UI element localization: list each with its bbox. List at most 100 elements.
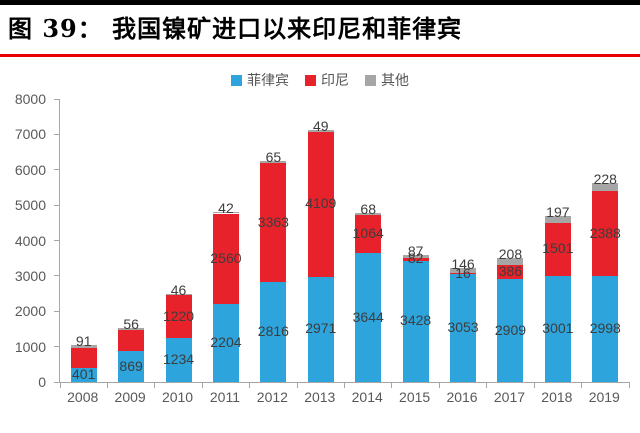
- bar-segment-other-2017: [497, 258, 524, 266]
- x-axis-tick: [154, 382, 156, 388]
- bar-label-philippines-2014: 3644: [352, 308, 384, 325]
- bar-label-philippines-2019: 2998: [589, 319, 621, 336]
- bar-label-philippines-2015: 3428: [400, 312, 432, 329]
- x-axis-label-2017: 2017: [493, 389, 526, 405]
- chart-legend: 菲律宾 印尼 其他: [0, 70, 640, 90]
- y-axis-tick-label: 0: [38, 374, 46, 390]
- y-axis-tick: [54, 169, 60, 171]
- x-axis-label-2012: 2012: [256, 389, 288, 405]
- bar-label-other-2014: 68: [360, 201, 376, 218]
- bar-label-philippines-2010: 1234: [162, 351, 195, 368]
- bar-segment-indonesia-2011: [212, 213, 239, 305]
- bar-label-philippines-2009: 869: [119, 357, 143, 374]
- bar-label-other-2015: 87: [407, 242, 424, 259]
- bar-label-indonesia-2010: 1220: [162, 307, 195, 324]
- bar-segment-indonesia-2013: [307, 131, 334, 277]
- bar-segment-philippines-2009: [118, 351, 145, 382]
- x-axis-label-2014: 2014: [351, 389, 383, 405]
- other-legend-swatch-icon: [365, 74, 376, 86]
- bar-segment-philippines-2015: [402, 260, 429, 382]
- x-axis-tick: [628, 382, 630, 388]
- y-axis-tick-label: 6000: [14, 161, 46, 178]
- bar-segment-indonesia-2010: [165, 295, 192, 339]
- x-axis-tick: [59, 382, 61, 388]
- bar-segment-indonesia-2017: [497, 265, 524, 280]
- philippines-legend-swatch-icon: [231, 74, 242, 86]
- bar-segment-other-2008: [70, 344, 97, 349]
- bar-segment-philippines-2012: [260, 282, 287, 382]
- bar-label-philippines-2012: 2816: [257, 323, 289, 340]
- figure-caption: 图 39： 我国镍矿进口以来印尼和菲律宾: [8, 14, 463, 43]
- x-axis-label-2016: 2016: [446, 389, 478, 405]
- bar-label-other-2009: 56: [123, 316, 139, 333]
- x-axis-tick: [391, 382, 393, 388]
- y-axis-tick: [54, 381, 60, 383]
- x-axis-tick: [201, 382, 203, 388]
- y-axis-tick: [54, 133, 60, 135]
- caption-top-rule: [0, 0, 640, 5]
- legend-item-philippines: 菲律宾: [231, 70, 289, 90]
- bar-segment-other-2013: [307, 129, 334, 132]
- bar-segment-philippines-2017: [497, 279, 524, 382]
- bar-segment-indonesia-2014: [355, 215, 382, 254]
- bar-label-other-2012: 65: [265, 149, 282, 166]
- bar-label-other-2017: 208: [498, 246, 523, 263]
- bar-label-philippines-2016: 3053: [447, 319, 479, 335]
- x-axis-label-2011: 2011: [209, 389, 240, 405]
- bar-segment-other-2019: [592, 183, 619, 192]
- caption-red-rule: [0, 54, 640, 57]
- bar-label-philippines-2018: 3001: [542, 319, 574, 336]
- bar-segment-other-2012: [260, 161, 287, 164]
- x-axis-tick: [486, 382, 488, 388]
- x-axis-label-2018: 2018: [541, 389, 573, 405]
- bar-label-philippines-2011: 2204: [210, 334, 242, 351]
- y-axis-tick-label: 8000: [14, 91, 46, 107]
- legend-label-philippines: 菲律宾: [247, 72, 289, 88]
- bar-label-philippines-2013: 2971: [305, 320, 337, 337]
- bar-segment-philippines-2018: [544, 275, 571, 382]
- bar-segment-indonesia-2008: [70, 348, 97, 368]
- bar-label-other-2010: 46: [170, 281, 187, 298]
- bar-label-indonesia-2016: 16: [455, 264, 471, 281]
- x-axis-label-2019: 2019: [588, 389, 620, 405]
- x-axis-label-2009: 2009: [114, 389, 146, 405]
- chart-plot-area: 401 91 869 56 1234 1220 46 2204 2560 42 2816 3363 65…: [54, 98, 630, 388]
- bar-label-other-2016: 146: [451, 256, 475, 273]
- x-axis-tick: [106, 382, 108, 388]
- bar-label-indonesia-2015: 82: [407, 250, 424, 267]
- bar-segment-philippines-2008: [70, 367, 97, 382]
- bar-segment-other-2018: [544, 215, 571, 223]
- bar-segment-philippines-2011: [212, 304, 239, 382]
- bar-segment-philippines-2010: [165, 338, 192, 382]
- bar-label-indonesia-2011: 2560: [210, 249, 242, 266]
- bar-label-philippines-2017: 2909: [494, 321, 527, 338]
- x-axis-label-2013: 2013: [304, 389, 336, 405]
- y-axis-tick: [54, 204, 60, 206]
- y-axis-tick-label: 7000: [14, 126, 46, 143]
- y-axis-tick: [54, 346, 60, 348]
- bar-segment-indonesia-2019: [592, 191, 619, 276]
- x-axis-tick: [581, 382, 583, 388]
- bar-segment-indonesia-2016: [450, 273, 477, 275]
- y-axis-tick-label: 4000: [14, 232, 46, 249]
- y-axis-tick: [54, 275, 60, 277]
- legend-item-other: 其他: [365, 70, 409, 90]
- bar-label-indonesia-2013: 4109: [305, 195, 337, 212]
- legend-item-indonesia: 印尼: [305, 70, 349, 90]
- x-axis-label-2015: 2015: [399, 389, 431, 405]
- y-axis-labels: 0 1000 2000 3000 4000 5000 6000 7000 8000: [0, 91, 52, 390]
- bar-segment-other-2011: [212, 212, 239, 214]
- bar-segment-indonesia-2012: [260, 163, 287, 283]
- bar-segment-other-2010: [165, 293, 192, 296]
- bar-segment-other-2016: [450, 268, 477, 274]
- bar-segment-indonesia-2015: [402, 257, 429, 261]
- indonesia-legend-swatch-icon: [305, 74, 316, 86]
- bar-label-indonesia-2012: 3363: [257, 213, 289, 230]
- x-axis-label-2010: 2010: [161, 389, 194, 405]
- legend-label-other: 其他: [381, 72, 409, 88]
- y-axis-tick-label: 3000: [14, 267, 46, 284]
- x-axis-tick: [249, 382, 251, 388]
- bar-label-other-2011: 42: [218, 199, 234, 216]
- bar-segment-philippines-2019: [592, 275, 619, 382]
